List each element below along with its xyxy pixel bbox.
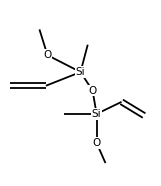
Text: O: O	[88, 86, 97, 96]
Text: O: O	[43, 50, 52, 60]
Text: Si: Si	[92, 109, 101, 119]
Text: Si: Si	[76, 67, 85, 77]
Text: O: O	[92, 138, 101, 148]
